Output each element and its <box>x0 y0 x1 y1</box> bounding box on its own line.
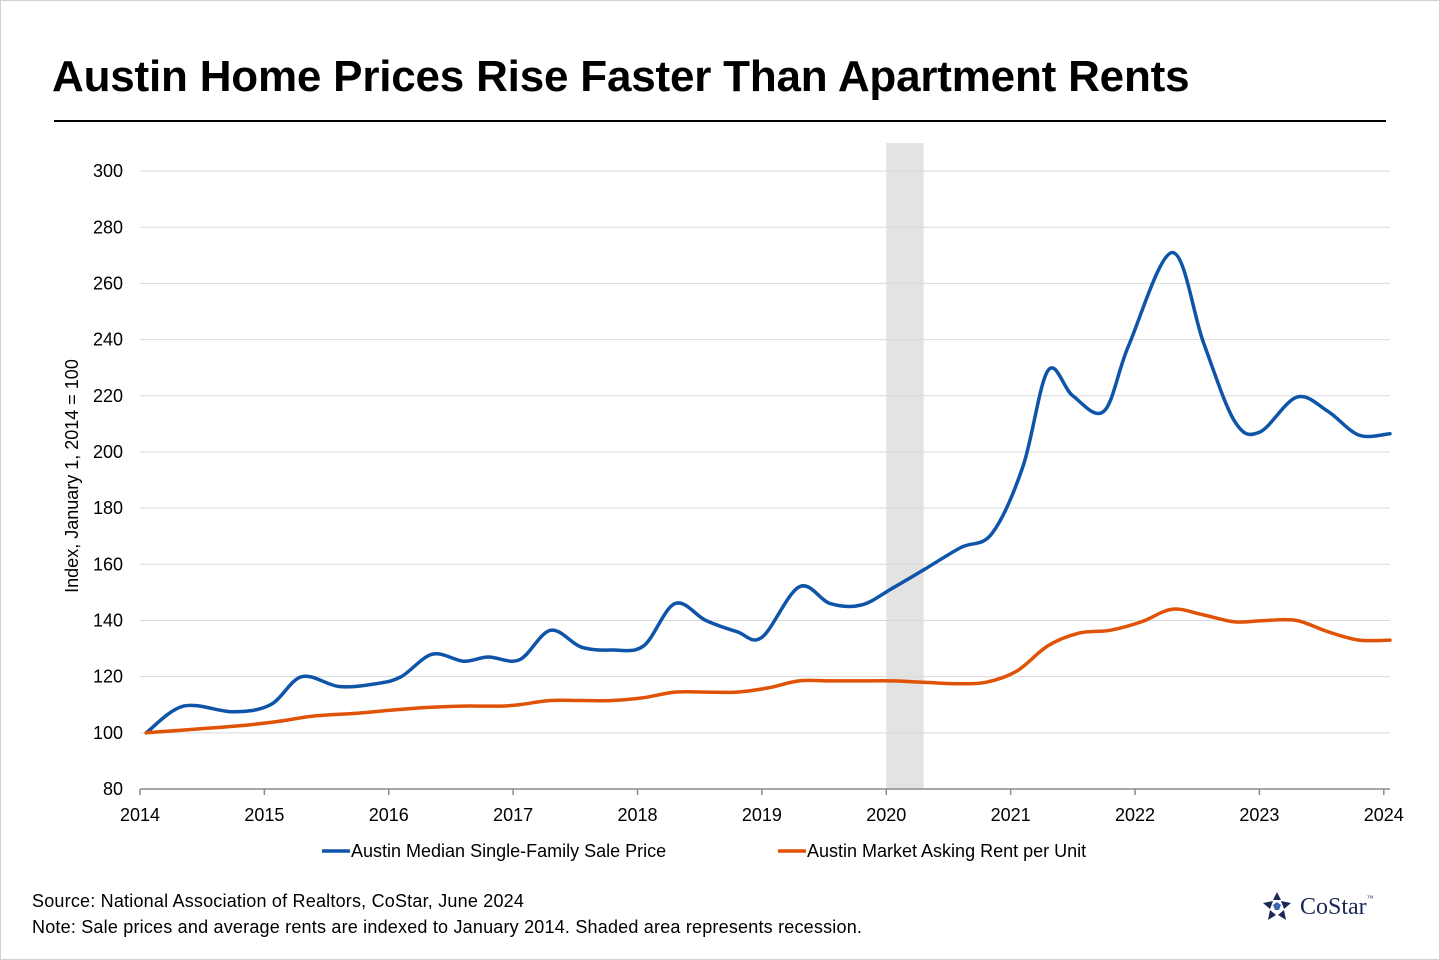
y-tick-label: 140 <box>93 610 123 630</box>
source-note: Source: National Association of Realtors… <box>32 891 525 911</box>
series-line-asking-rent <box>144 607 1392 735</box>
y-tick-label: 100 <box>93 723 123 743</box>
y-tick-label: 80 <box>103 779 123 799</box>
legend-label: Austin Market Asking Rent per Unit <box>807 841 1086 861</box>
y-tick-label: 220 <box>93 386 123 406</box>
x-tick-label: 2017 <box>493 805 533 825</box>
costar-logo: CoStar™ <box>1260 890 1374 924</box>
y-tick-label: 160 <box>93 554 123 574</box>
footnote: Note: Sale prices and average rents are … <box>32 917 863 937</box>
x-tick-label: 2022 <box>1115 805 1155 825</box>
y-tick-label: 240 <box>93 330 123 350</box>
x-tick-label: 2024 <box>1364 805 1404 825</box>
y-tick-label: 300 <box>93 161 123 181</box>
x-tick-label: 2019 <box>742 805 782 825</box>
title-underline <box>54 120 1386 122</box>
x-tick-label: 2014 <box>120 805 160 825</box>
legend-label: Austin Median Single-Family Sale Price <box>351 841 666 861</box>
costar-star-icon <box>1263 892 1291 920</box>
x-tick-label: 2015 <box>244 805 284 825</box>
recession-band <box>886 143 924 789</box>
x-tick-label: 2020 <box>866 805 906 825</box>
x-tick-label: 2018 <box>617 805 657 825</box>
series-line-sale-price <box>144 250 1392 735</box>
chart-title: Austin Home Prices Rise Faster Than Apar… <box>52 52 1190 101</box>
y-axis-label: Index, January 1, 2014 = 100 <box>62 359 82 593</box>
y-tick-label: 260 <box>93 273 123 293</box>
y-tick-label: 120 <box>93 667 123 687</box>
x-tick-label: 2023 <box>1239 805 1279 825</box>
y-tick-label: 180 <box>93 498 123 518</box>
x-tick-label: 2016 <box>369 805 409 825</box>
y-tick-label: 280 <box>93 217 123 237</box>
brand-name: CoStar™ <box>1300 893 1374 920</box>
y-tick-label: 200 <box>93 442 123 462</box>
x-tick-label: 2021 <box>991 805 1031 825</box>
